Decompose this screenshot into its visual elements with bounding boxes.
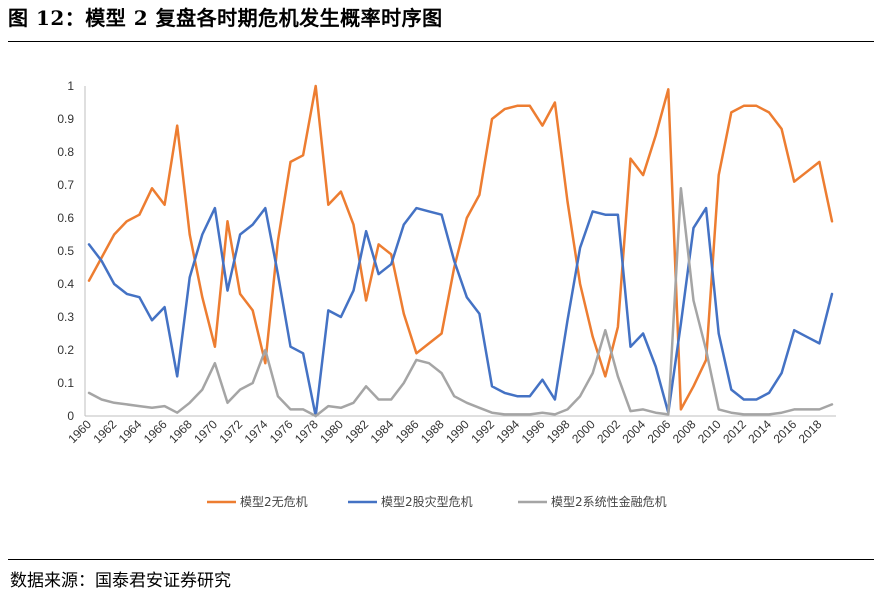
x-tick-label: 1990 [443, 417, 472, 446]
x-tick-label: 1998 [544, 417, 573, 446]
x-tick-label: 2008 [670, 417, 699, 446]
y-axis: 0 0.1 0.2 0.3 0.4 0.5 0.6 0.7 0.8 0.9 1 [57, 79, 86, 423]
x-tick-label: 1994 [494, 417, 523, 446]
y-tick-label: 0.6 [57, 211, 74, 225]
y-tick-label: 0.7 [57, 178, 74, 192]
x-tick-label: 1962 [91, 417, 120, 446]
y-tick-label: 0.9 [57, 112, 74, 126]
legend-label-1: 模型2无危机 [240, 495, 308, 509]
x-tick-label: 2018 [796, 417, 825, 446]
x-tick-label: 1966 [141, 417, 170, 446]
source-note: 数据来源：国泰君安证券研究 [10, 571, 231, 591]
figure-title: 图 12：模型 2 复盘各时期危机发生概率时序图 [8, 6, 443, 30]
x-tick-label: 1980 [317, 417, 346, 446]
x-tick-label: 2006 [645, 417, 674, 446]
y-tick-label: 0.4 [57, 277, 74, 291]
x-tick-label: 2016 [771, 417, 800, 446]
x-tick-label: 2010 [695, 417, 724, 446]
x-tick-label: 1964 [116, 417, 145, 446]
y-tick-label: 0.1 [57, 376, 74, 390]
x-tick-label: 1984 [368, 417, 397, 446]
x-tick-label: 1972 [216, 417, 245, 446]
y-tick-label: 0 [67, 409, 74, 423]
x-tick-label: 2000 [569, 417, 598, 446]
x-tick-label: 1986 [393, 417, 422, 446]
x-axis: 1960196219641966196819701972197419761978… [65, 415, 836, 446]
y-tick-label: 0.2 [57, 343, 74, 357]
x-tick-label: 1982 [342, 417, 371, 446]
series-line-1 [87, 84, 834, 411]
line-chart: 0 0.1 0.2 0.3 0.4 0.5 0.6 0.7 0.8 0.9 1 1960196219… [57, 79, 836, 509]
x-tick-label: 1976 [267, 417, 296, 446]
x-tick-label: 2002 [594, 417, 623, 446]
title-divider [8, 41, 874, 42]
y-tick-label: 0.3 [57, 310, 74, 324]
x-tick-label: 1974 [242, 417, 271, 446]
x-tick-label: 1978 [292, 417, 321, 446]
x-tick-label: 1968 [166, 417, 195, 446]
y-tick-label: 1 [67, 79, 74, 93]
series-lines [87, 84, 834, 418]
x-tick-label: 1970 [191, 417, 220, 446]
x-tick-label: 1988 [418, 417, 447, 446]
series-line-3 [87, 187, 834, 418]
legend-label-3: 模型2系统性金融危机 [551, 494, 667, 509]
series-line-2 [87, 206, 834, 418]
x-tick-label: 2012 [720, 417, 749, 446]
x-tick-label: 2004 [619, 417, 648, 446]
x-tick-label: 1992 [468, 417, 497, 446]
legend-label-2: 模型2股灾型危机 [381, 494, 473, 509]
y-tick-label: 0.5 [57, 244, 74, 258]
x-tick-label: 1996 [519, 417, 548, 446]
chart-legend: 模型2无危机 模型2股灾型危机 模型2系统性金融危机 [207, 494, 667, 509]
footer-divider [8, 559, 874, 560]
y-tick-label: 0.8 [57, 145, 74, 159]
x-tick-label: 2014 [745, 417, 774, 446]
